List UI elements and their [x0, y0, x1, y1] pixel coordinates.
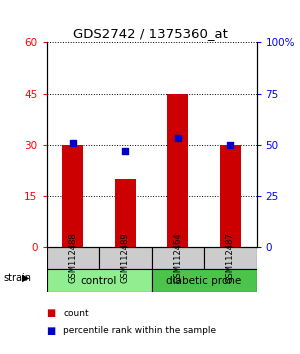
- Point: [175, 136, 180, 141]
- Bar: [220, 144, 241, 247]
- Text: GSM112489: GSM112489: [121, 233, 130, 283]
- Text: GSM112464: GSM112464: [173, 233, 182, 283]
- Text: GSM112488: GSM112488: [68, 233, 77, 284]
- Bar: [62, 144, 83, 247]
- Text: GSM112487: GSM112487: [226, 233, 235, 284]
- Text: ■: ■: [46, 308, 56, 318]
- Bar: [46, 247, 99, 269]
- Bar: [152, 247, 204, 269]
- Bar: [46, 269, 152, 292]
- Text: count: count: [63, 309, 88, 318]
- Bar: [115, 179, 136, 247]
- Text: diabetic prone: diabetic prone: [167, 276, 242, 286]
- Point: [228, 142, 233, 147]
- Text: GDS2742 / 1375360_at: GDS2742 / 1375360_at: [73, 27, 227, 40]
- Text: strain: strain: [3, 273, 31, 283]
- Text: ■: ■: [46, 326, 56, 336]
- Point: [123, 148, 128, 154]
- Text: control: control: [81, 276, 117, 286]
- Bar: [204, 247, 256, 269]
- Bar: [99, 247, 152, 269]
- Text: ▶: ▶: [22, 273, 29, 283]
- Bar: [152, 269, 256, 292]
- Text: percentile rank within the sample: percentile rank within the sample: [63, 326, 216, 336]
- Point: [70, 140, 75, 145]
- Bar: [167, 93, 188, 247]
